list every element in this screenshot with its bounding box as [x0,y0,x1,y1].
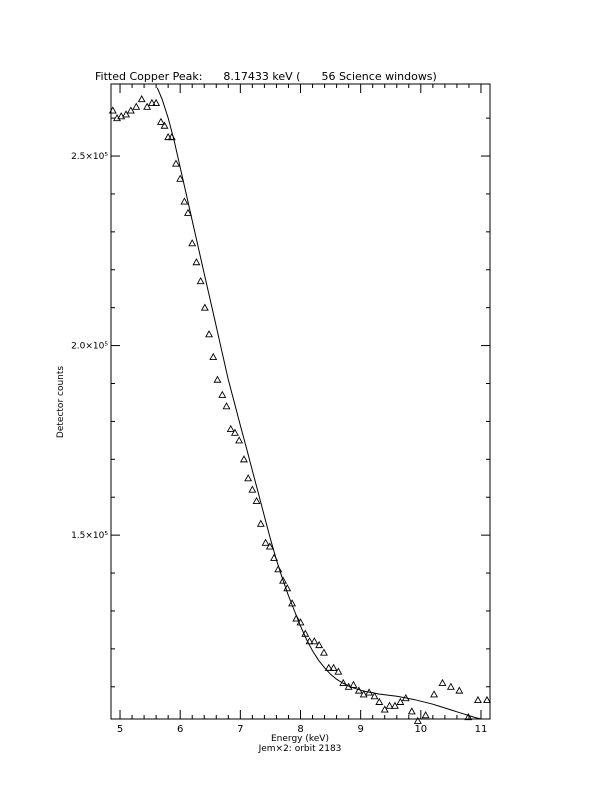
data-point [226,424,235,432]
data-point [230,428,239,436]
data-point [184,208,192,216]
data-point [137,95,146,103]
fit-line [156,87,482,720]
data-point [375,697,384,705]
data-point [407,707,416,715]
data-point [239,455,248,463]
data-point [413,716,422,724]
data-point [296,618,305,626]
data-point [200,303,209,311]
data-point [196,277,205,285]
data-point [188,239,197,247]
data-point [292,614,301,622]
x-tick-label: 7 [237,724,243,735]
data-point [319,648,328,656]
data-point [122,110,131,118]
data-point [244,474,253,482]
data-point [252,496,261,505]
x-tick-label: 5 [117,724,123,735]
data-point [132,102,141,110]
data-point [359,690,368,698]
data-point [143,102,152,110]
y-tick-label: 2.5×10⁵ [71,152,108,162]
data-point [180,197,189,205]
x-tick-label: 9 [357,724,363,735]
data-point [324,663,333,671]
data-point [315,640,324,649]
data-point [344,682,353,690]
x-tick-label: 6 [177,724,183,735]
data-point [283,584,292,592]
y-axis-label: Detector counts [56,366,66,438]
data-point [339,678,348,686]
data-point [192,258,201,266]
data-point [446,682,455,690]
x-tick-label: 10 [414,724,427,735]
data-point [222,402,231,410]
data-point [329,663,338,671]
y-tick-label: 2.0×10⁵ [71,342,108,352]
y-tick-label: 1.5×10⁵ [71,531,108,541]
plot-frame [110,83,491,720]
data-point [218,390,227,398]
data-point [235,436,244,444]
data-point [401,694,410,702]
x-tick-label: 8 [297,724,303,735]
data-point [288,599,297,607]
data-point [301,629,310,637]
data-point [209,352,218,360]
data-point [205,330,214,338]
data-point [265,542,274,550]
data-point [464,712,473,721]
data-point [167,132,176,141]
data-point [380,705,389,713]
data-point [334,667,343,675]
data-point [152,98,161,106]
data-point [483,695,491,704]
data-point [396,697,405,705]
data-point [172,159,180,167]
data-point [126,106,135,114]
data-point [305,637,314,645]
data-point [370,692,379,700]
data-point [354,686,363,694]
chart-title: Fitted Copper Peak: 8.17433 keV ( 56 Sci… [95,70,437,83]
data-point [455,686,464,694]
data-point [349,680,358,688]
data-point [385,701,394,709]
data-point [365,688,374,696]
data-point [430,690,439,698]
data-point [438,678,447,686]
data-point [279,576,288,584]
data-point [256,519,265,527]
data-point [156,117,165,125]
data-point [160,121,169,129]
x-tick-label: 11 [475,724,488,735]
data-point [390,701,399,709]
data-point [474,695,482,704]
data-point [248,485,257,493]
footer-label: Jem×2: orbit 2183 [258,744,342,754]
data-point [176,174,185,182]
data-point [310,637,319,645]
x-axis-label: Energy (keV) [271,734,329,744]
data-point [274,565,283,573]
data-point [261,538,270,546]
data-point [270,553,278,561]
data-point [108,106,117,114]
data-point [421,711,430,719]
data-point [117,112,126,120]
data-point [147,98,156,106]
data-point [213,375,222,383]
